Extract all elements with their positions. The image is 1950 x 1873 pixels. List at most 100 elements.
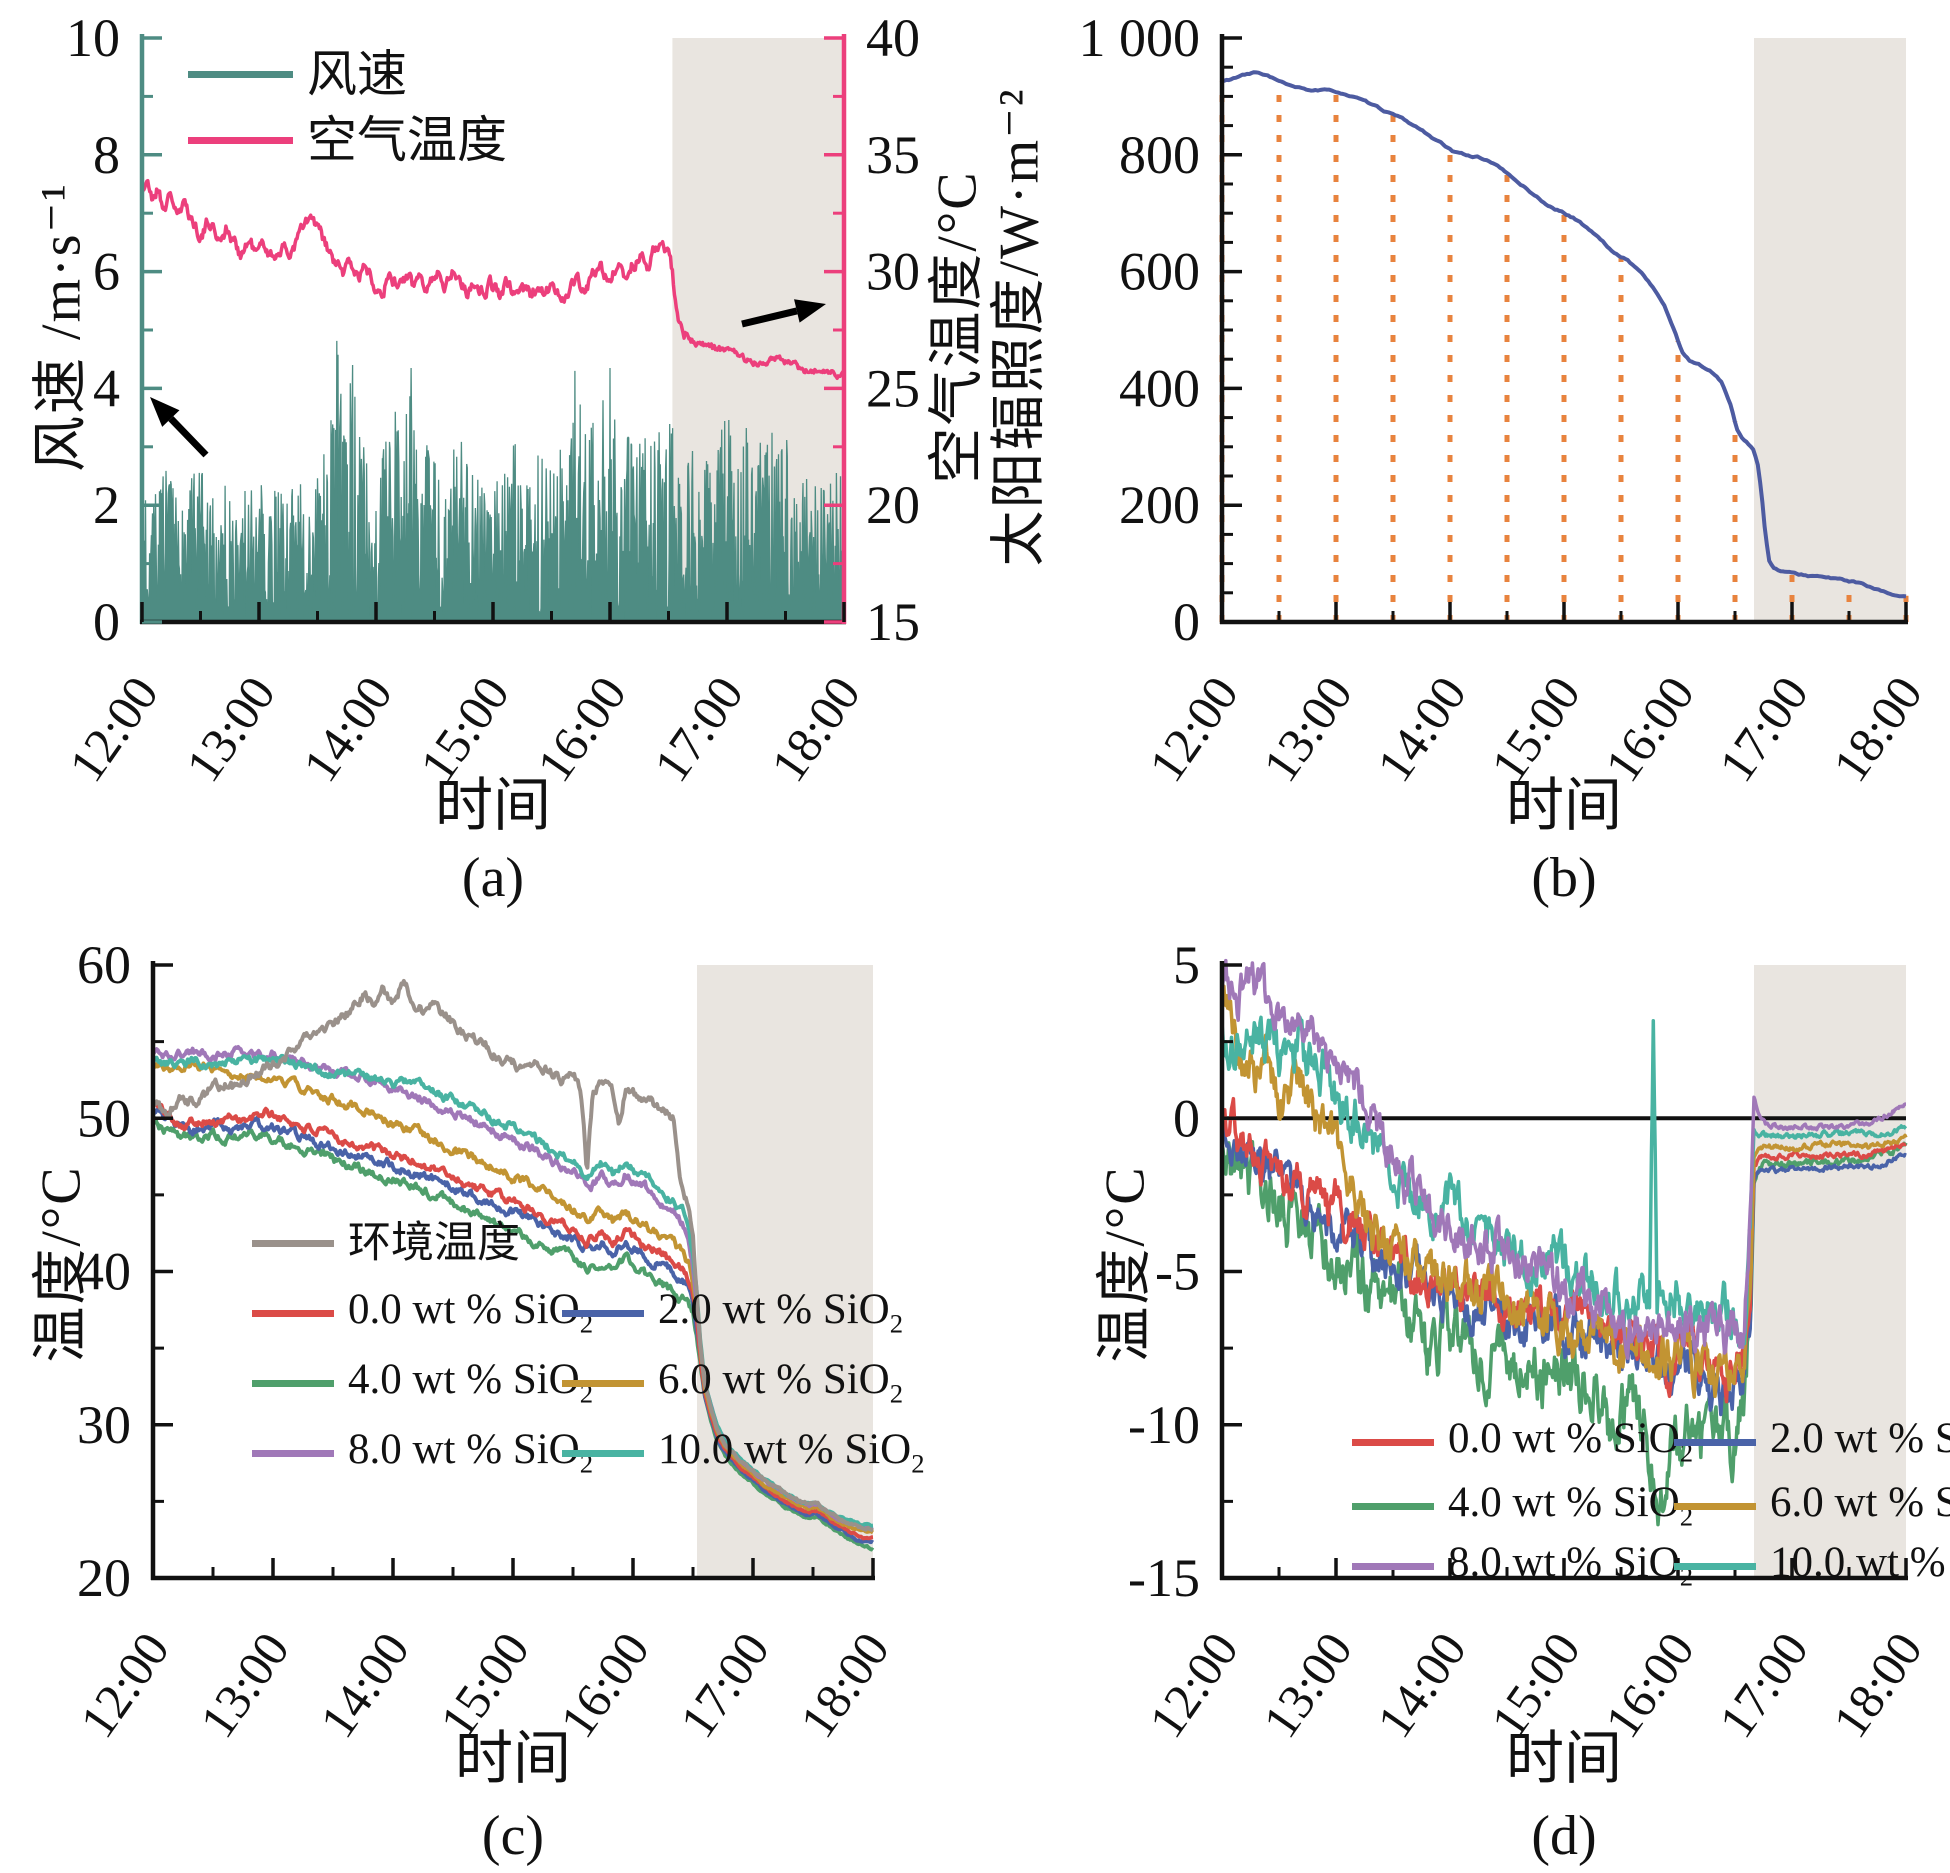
y-tick-label: 30	[77, 1395, 131, 1455]
legend-item: 4.0 wt % SiO2	[1352, 1480, 1693, 1532]
x-tick-label: 12:00	[69, 1622, 180, 1747]
y-tick-label: 0	[1173, 592, 1200, 652]
legend-item: 0.0 wt % SiO2	[1352, 1416, 1693, 1468]
y-tick-label: 40	[77, 1242, 131, 1302]
legend-swatch	[1352, 1502, 1434, 1510]
series-line-0.0-wt-sio2	[151, 1101, 874, 1541]
legend-swatch	[188, 70, 293, 78]
y-tick-label: 50	[77, 1088, 131, 1148]
legend-swatch	[562, 1449, 644, 1457]
panel-label-b: (b)	[1531, 847, 1597, 909]
series-line-air-temperature	[140, 178, 846, 381]
legend-swatch	[1352, 1562, 1434, 1570]
y-tick-label: 15	[866, 592, 920, 652]
x-tick-label: 13:00	[1252, 666, 1363, 791]
arrow-head	[794, 299, 826, 323]
x-axis-title-d: 时间	[1505, 1726, 1623, 1791]
series-line-8.0-wt-sio2	[1220, 958, 1907, 1360]
y-tick-label: 10	[66, 8, 120, 68]
shade-region	[1754, 965, 1906, 1578]
legend-label-subscript: 2	[579, 1308, 594, 1339]
panel-label-a: (a)	[461, 847, 525, 909]
arrow-tail	[168, 416, 209, 458]
y-tick-label: 600	[1119, 242, 1200, 302]
legend-item: 2.0 wt % SiO2	[1674, 1416, 1950, 1468]
series-line-solar-irradiance	[1221, 70, 1907, 599]
legend-item: 空气温度	[188, 114, 507, 166]
legend-label: 4.0 wt % SiO2	[348, 1356, 594, 1409]
x-axis-title-a: 时间	[434, 773, 552, 838]
y-axis-title-irradiance: 太阳辐照度/W·m⁻²	[988, 87, 1051, 567]
y-tick-label: 5	[1173, 935, 1200, 995]
legend-item: 4.0 wt % SiO2	[252, 1357, 593, 1409]
legend-label: 10.0 wt % SiO2	[658, 1426, 925, 1479]
x-tick-label: 18:00	[789, 1622, 900, 1747]
x-tick-label: 13:00	[189, 1622, 300, 1747]
shade-region	[697, 965, 873, 1578]
y-tick-label: 0	[93, 592, 120, 652]
legend-swatch	[252, 1379, 334, 1387]
legend-swatch	[188, 136, 293, 144]
y-tick-label: -10	[1128, 1395, 1200, 1455]
legend-item: 6.0 wt % SiO2	[1674, 1480, 1950, 1532]
y-tick-label: 400	[1119, 358, 1200, 418]
legend-label-subscript: 2	[911, 1448, 925, 1479]
y-axis-title-temp-d: 温度/°C	[1094, 1165, 1157, 1363]
legend-label-subscript: 2	[579, 1378, 594, 1409]
legend-label: 空气温度	[307, 112, 507, 168]
legend-label: 8.0 wt % SiO2	[1448, 1539, 1694, 1592]
legend-label: 0.0 wt % SiO2	[1448, 1415, 1694, 1468]
series-line-2.0-wt-sio2	[1220, 1123, 1907, 1417]
x-axis-title-c: 时间	[454, 1726, 572, 1791]
y-tick-label: 40	[866, 8, 920, 68]
legend-label-subscript: 2	[579, 1448, 594, 1479]
legend-label-subscript: 2	[889, 1378, 904, 1409]
y-tick-label: -15	[1128, 1548, 1200, 1608]
x-tick-label: 14:00	[309, 1622, 420, 1747]
series-line-10.0-wt-sio2	[1220, 1015, 1908, 1348]
legend-label-subscript: 2	[889, 1308, 904, 1339]
legend-swatch	[1674, 1562, 1756, 1570]
shade-region	[1754, 38, 1906, 622]
panel-label-c: (c)	[481, 1805, 545, 1867]
legend-label: 6.0 wt % SiO2	[1770, 1479, 1950, 1527]
x-tick-label: 14:00	[292, 666, 403, 791]
y-tick-label: 20	[866, 475, 920, 535]
legend-swatch	[562, 1309, 644, 1317]
y-axis-title-temp-c: 温度/°C	[30, 1165, 93, 1363]
legend-label-subscript: 2	[1679, 1561, 1694, 1592]
x-tick-label: 17:00	[669, 1622, 780, 1747]
panel-label-d: (d)	[1531, 1805, 1597, 1867]
x-tick-label: 17:00	[1708, 1622, 1819, 1747]
series-line-4.0-wt-sio2	[151, 1115, 875, 1552]
legend-swatch	[252, 1309, 334, 1317]
series-line-ambient-temperature	[151, 978, 874, 1533]
x-tick-label: 18:00	[760, 666, 871, 791]
legend-label: 8.0 wt % SiO2	[348, 1426, 594, 1479]
y-tick-label: 35	[866, 125, 920, 185]
legend-label: 6.0 wt % SiO2	[658, 1356, 904, 1409]
x-axis-title-b: 时间	[1505, 773, 1623, 838]
legend-item: 10.0 wt % SiO2	[562, 1427, 925, 1479]
y-tick-label: 20	[77, 1548, 131, 1608]
x-tick-label: 14:00	[1366, 1622, 1477, 1747]
y-axis-title-wind: 风速 /m·s⁻¹	[30, 182, 93, 472]
legend-item: 2.0 wt % SiO2	[562, 1287, 903, 1339]
legend-swatch	[252, 1449, 334, 1457]
legend-item: 10.0 wt % SiO2	[1674, 1540, 1950, 1592]
legend-swatch	[1674, 1438, 1756, 1446]
y-tick-label: 0	[1173, 1088, 1200, 1148]
y-tick-label: 25	[866, 358, 920, 418]
y-tick-label: 30	[866, 242, 920, 302]
legend-label: 2.0 wt % SiO2	[658, 1286, 904, 1339]
x-tick-label: 18:00	[1822, 1622, 1933, 1747]
x-tick-label: 17:00	[643, 666, 754, 791]
y-tick-label: 2	[93, 475, 120, 535]
legend-swatch	[1352, 1438, 1434, 1446]
x-tick-label: 14:00	[1366, 666, 1477, 791]
legend-swatch	[562, 1379, 644, 1387]
legend-label: 2.0 wt % SiO2	[1770, 1415, 1950, 1463]
legend-item: 环境温度	[252, 1217, 520, 1269]
legend-label: 10.0 wt % SiO2	[1770, 1539, 1950, 1587]
